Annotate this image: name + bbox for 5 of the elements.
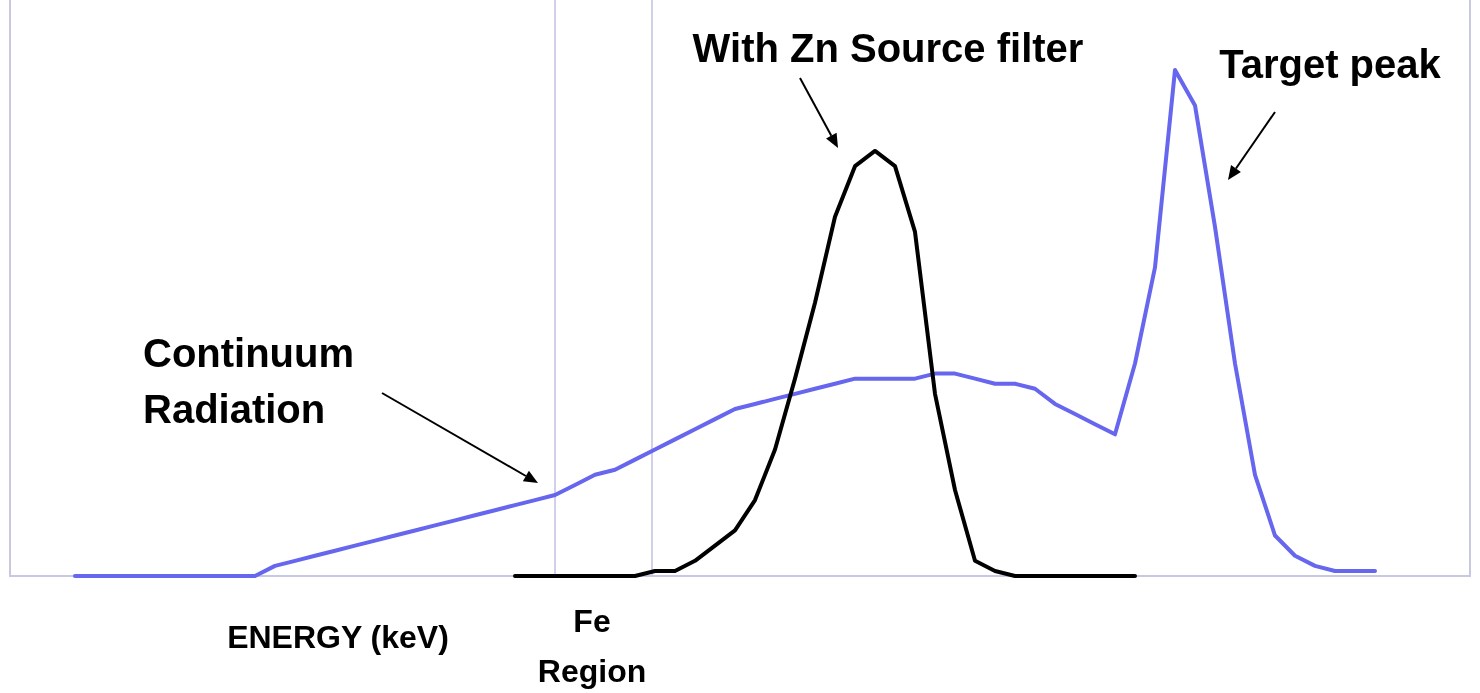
annotation: Target peak — [1219, 42, 1442, 86]
x-axis-title: ENERGY (keV) — [227, 619, 449, 655]
text: Fe Region — [537, 603, 647, 689]
annotation: With Zn Source filter — [692, 26, 1084, 70]
annotation: Continuum Radiation — [143, 331, 355, 431]
